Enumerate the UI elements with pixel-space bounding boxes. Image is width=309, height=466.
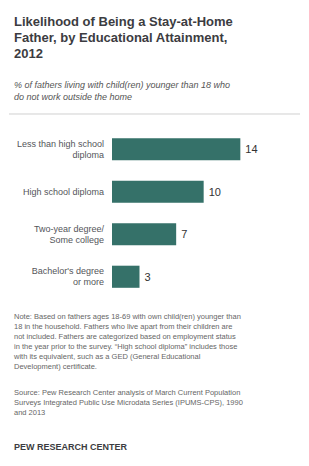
svg-text:and 2013: and 2013 [14, 408, 45, 417]
svg-text:Development) certificate.: Development) certificate. [14, 362, 97, 371]
svg-text:Bachelor's degree: Bachelor's degree [32, 266, 104, 276]
svg-text:High school diploma: High school diploma [23, 187, 104, 197]
svg-text:14: 14 [245, 143, 257, 155]
svg-text:in the year prior to the surve: in the year prior to the survey. “High s… [14, 342, 237, 351]
svg-text:Less than high school: Less than high school [17, 139, 104, 149]
svg-text:Note: Based on fathers ages 18: Note: Based on fathers ages 18-69 with o… [14, 312, 241, 321]
svg-text:diploma: diploma [72, 150, 104, 160]
svg-text:Source: Pew Research Center an: Source: Pew Research Center analysis of … [14, 388, 240, 397]
svg-text:Two-year degree/: Two-year degree/ [34, 224, 105, 234]
svg-text:Surveys Integrated Public Use: Surveys Integrated Public Use Microdata … [14, 398, 243, 407]
svg-text:or more: or more [73, 277, 104, 287]
svg-text:Some college: Some college [49, 235, 104, 245]
svg-text:10: 10 [209, 186, 221, 198]
svg-text:7: 7 [181, 228, 187, 240]
svg-text:with its equivalent, such as a: with its equivalent, such as a GED (Gene… [13, 352, 201, 361]
svg-text:Likelihood of Being a Stay-at-: Likelihood of Being a Stay-at-Home [14, 14, 233, 29]
svg-text:not included. Fathers are cate: not included. Fathers are categorized ba… [14, 332, 236, 341]
svg-text:2012: 2012 [14, 46, 43, 61]
svg-text:Father, by Educational Attainm: Father, by Educational Attainment, [14, 30, 227, 45]
svg-text:PEW RESEARCH CENTER: PEW RESEARCH CENTER [14, 442, 128, 452]
svg-text:18 in the household. Fathers w: 18 in the household. Fathers who live ap… [14, 322, 232, 331]
svg-text:% of fathers living with child: % of fathers living with child(ren) youn… [14, 80, 230, 90]
svg-text:3: 3 [145, 271, 151, 283]
svg-text:do not work outside the home: do not work outside the home [14, 92, 132, 102]
